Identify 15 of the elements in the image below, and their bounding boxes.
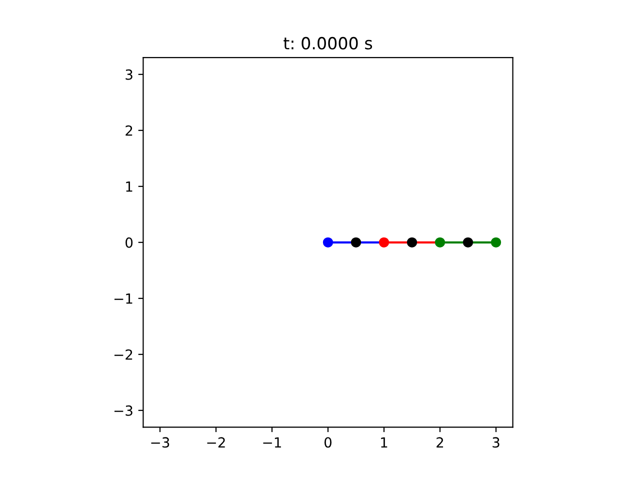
y-tick-label: −1 <box>114 294 132 304</box>
x-tick-label: 3 <box>492 437 500 448</box>
x-tick-label: −1 <box>263 437 281 448</box>
x-tick-label: 1 <box>381 437 388 448</box>
x-tick-label: −2 <box>207 437 225 448</box>
y-tick-label: 3 <box>126 69 132 80</box>
y-tick-label: −3 <box>114 405 132 416</box>
chart-title: t: 0.0000 s <box>284 36 372 50</box>
y-tick-label: 2 <box>126 125 132 136</box>
y-tick-label: 1 <box>126 182 132 192</box>
x-tick-label: −3 <box>151 437 170 448</box>
x-tick-label: 2 <box>436 437 444 448</box>
y-tick-label: −2 <box>114 349 132 360</box>
x-tick-label: 0 <box>324 437 332 448</box>
y-tick-label: 0 <box>126 237 133 248</box>
